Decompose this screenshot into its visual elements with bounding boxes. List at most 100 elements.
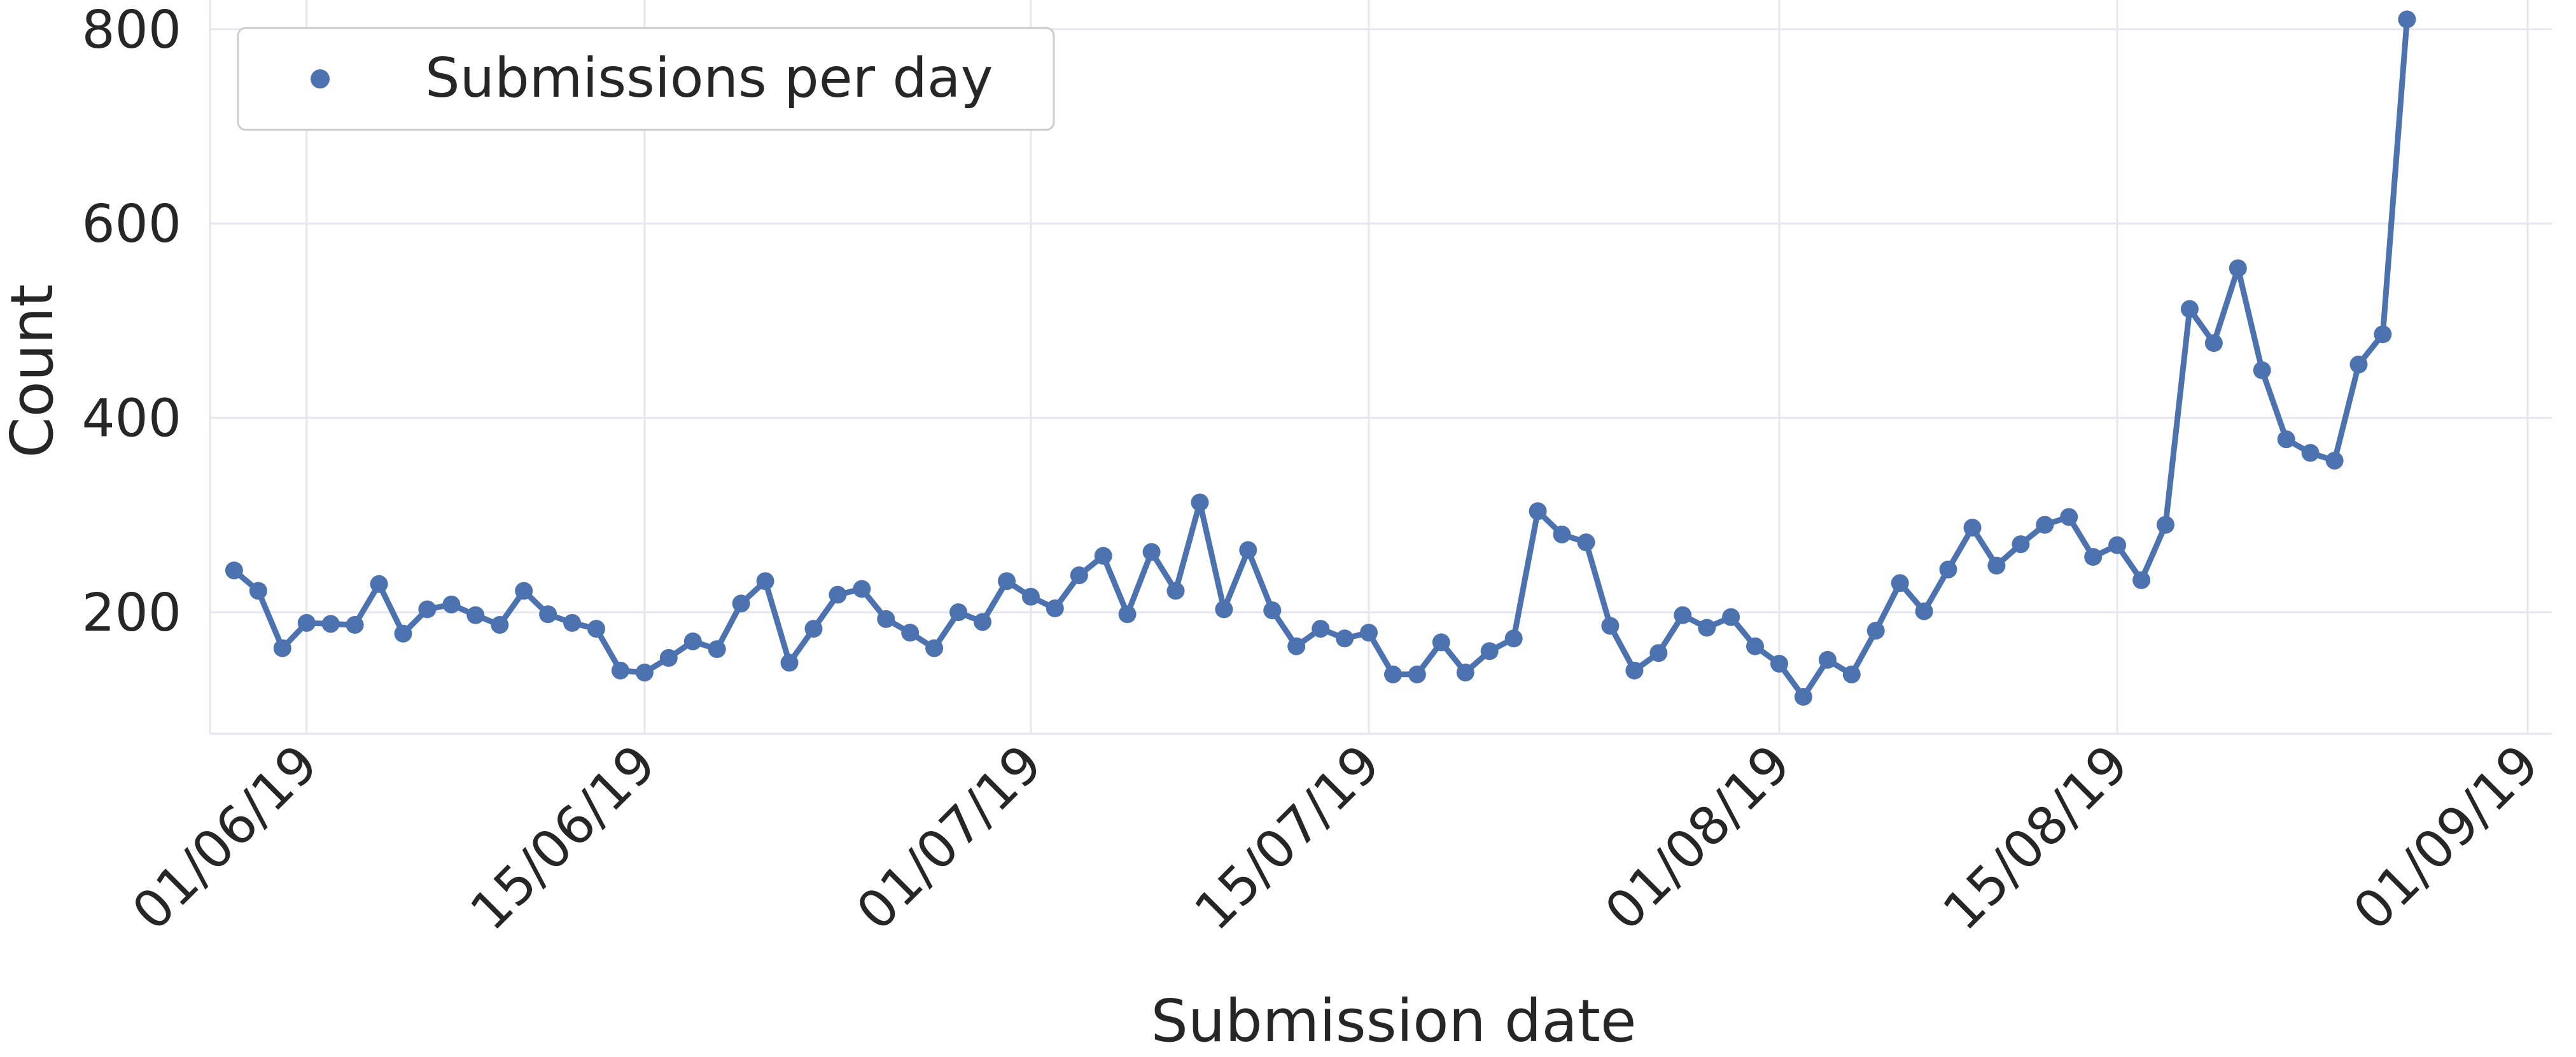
data-point xyxy=(1987,556,2006,575)
data-point xyxy=(491,616,509,634)
x-tick-label: 01/06/19 xyxy=(121,734,330,942)
data-point xyxy=(611,661,629,680)
data-point xyxy=(998,572,1016,591)
data-point xyxy=(1408,665,1426,683)
data-point xyxy=(1312,620,1330,638)
data-point xyxy=(1722,608,1740,626)
data-point xyxy=(2157,515,2174,534)
data-point xyxy=(2229,259,2247,277)
data-point xyxy=(1939,560,1957,578)
x-axis-tick-labels: 01/06/19 15/06/19 01/07/19 15/07/19 01/08/19… xyxy=(121,734,2551,942)
data-point xyxy=(925,639,944,657)
data-point xyxy=(2398,10,2416,29)
data-point xyxy=(466,606,485,624)
data-point xyxy=(2349,355,2368,374)
data-point xyxy=(2060,508,2078,526)
data-point xyxy=(853,580,871,598)
data-point xyxy=(1239,541,1257,559)
data-point xyxy=(394,624,412,643)
data-point xyxy=(780,654,799,672)
data-point xyxy=(539,605,557,624)
x-tick-label: 15/08/19 xyxy=(1932,734,2141,942)
x-tick-label: 01/08/19 xyxy=(1594,734,1803,942)
y-tick-label: 800 xyxy=(81,0,181,60)
data-point xyxy=(1046,599,1064,617)
data-point xyxy=(225,561,243,580)
data-point xyxy=(249,582,267,600)
data-point xyxy=(2132,571,2151,589)
data-point xyxy=(442,595,461,613)
data-point xyxy=(2012,535,2030,554)
data-point xyxy=(1166,582,1185,600)
y-tick-label: 400 xyxy=(81,389,181,449)
data-point xyxy=(1529,502,1547,521)
data-point xyxy=(1577,533,1595,552)
data-point xyxy=(2108,536,2127,554)
data-point xyxy=(1770,655,1788,673)
data-point xyxy=(659,648,678,667)
data-point xyxy=(1287,637,1306,655)
data-point xyxy=(2036,515,2054,534)
data-point xyxy=(1480,642,1499,661)
data-point xyxy=(1070,566,1088,585)
data-point xyxy=(2084,548,2103,566)
data-point xyxy=(1456,663,1474,682)
data-point xyxy=(1818,650,1837,669)
data-point xyxy=(1504,629,1523,648)
data-point xyxy=(2204,334,2223,353)
data-point xyxy=(321,615,340,633)
data-point xyxy=(901,624,920,642)
data-point xyxy=(1891,574,1909,592)
data-point xyxy=(1866,622,1885,640)
y-tick-label: 200 xyxy=(81,583,181,643)
data-point xyxy=(2325,451,2344,470)
data-point xyxy=(1698,619,1716,637)
data-point xyxy=(1021,587,1040,606)
data-point xyxy=(563,613,582,632)
data-point xyxy=(829,585,847,604)
series-layer xyxy=(225,10,2416,706)
data-point xyxy=(635,663,654,682)
data-point xyxy=(1094,547,1112,565)
data-point xyxy=(1963,519,1982,537)
data-point xyxy=(804,620,823,638)
x-tick-label: 15/06/19 xyxy=(459,734,668,942)
y-axis-tick-labels: 200 400 600 800 xyxy=(81,0,181,643)
data-point xyxy=(1601,617,1620,635)
data-point xyxy=(418,600,437,619)
data-point xyxy=(273,639,291,657)
data-point xyxy=(370,575,388,593)
data-point xyxy=(2301,444,2320,462)
y-axis-title: Count xyxy=(0,284,66,458)
data-point xyxy=(1360,624,1378,642)
data-point xyxy=(2277,430,2295,449)
data-point xyxy=(346,616,364,634)
data-point xyxy=(2253,361,2271,379)
x-tick-label: 15/07/19 xyxy=(1184,734,1392,942)
legend-box xyxy=(237,27,1055,131)
data-point xyxy=(683,632,702,650)
data-point xyxy=(1842,665,1861,683)
data-point xyxy=(1118,605,1137,624)
data-point xyxy=(1674,606,1692,624)
data-point xyxy=(2180,300,2199,318)
data-point xyxy=(515,582,533,600)
data-point xyxy=(1432,633,1450,652)
data-point xyxy=(297,613,316,632)
x-tick-label: 01/07/19 xyxy=(845,734,1054,942)
y-tick-label: 600 xyxy=(81,194,181,255)
data-point xyxy=(1384,665,1402,683)
legend-marker xyxy=(311,69,330,88)
data-point xyxy=(2374,325,2392,344)
data-point xyxy=(1263,601,1282,620)
x-tick-label: 01/09/19 xyxy=(2342,734,2551,942)
data-point xyxy=(1191,493,1209,512)
legend: Submissions per day xyxy=(237,27,1055,131)
data-point xyxy=(1794,688,1812,706)
data-point xyxy=(974,613,991,631)
data-point xyxy=(587,620,605,638)
data-point xyxy=(1336,629,1354,648)
legend-label: Submissions per day xyxy=(425,46,993,110)
data-point xyxy=(1649,644,1668,662)
